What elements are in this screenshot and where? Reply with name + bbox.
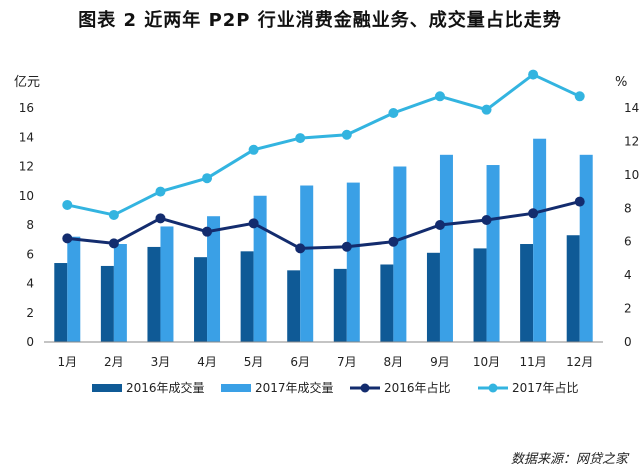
point-2017年占比-5月 — [248, 144, 259, 155]
legend-label: 2016年成交量 — [126, 380, 205, 395]
left-tick-label: 4 — [26, 277, 34, 291]
point-2016年占比-1月 — [62, 233, 73, 244]
left-axis-unit: 亿元 — [14, 75, 40, 90]
legend-label: 2017年成交量 — [255, 380, 334, 395]
point-2017年占比-11月 — [528, 69, 539, 80]
x-tick-label: 3月 — [151, 355, 171, 369]
bar-2017年成交量-10月 — [486, 165, 500, 342]
point-2016年占比-6月 — [295, 243, 306, 254]
legend-swatch-2016年成交量 — [92, 384, 122, 392]
bar-2017年成交量-7月 — [346, 182, 360, 342]
point-2016年占比-5月 — [248, 218, 259, 229]
point-2016年占比-2月 — [108, 238, 119, 249]
x-tick-label: 6月 — [290, 355, 310, 369]
x-tick-label: 9月 — [430, 355, 450, 369]
bar-2017年成交量-11月 — [533, 138, 547, 342]
point-2017年占比-6月 — [295, 133, 306, 144]
bar-2016年成交量-10月 — [473, 248, 487, 342]
bar-2016年成交量-4月 — [194, 257, 208, 342]
right-tick-label: 10 — [624, 168, 639, 182]
point-2016年占比-11月 — [528, 208, 539, 219]
right-tick-label: 6 — [624, 235, 632, 249]
bar-2017年成交量-5月 — [253, 195, 267, 342]
point-2016年占比-4月 — [202, 226, 213, 237]
point-2017年占比-4月 — [202, 173, 213, 184]
bar-2017年成交量-3月 — [160, 226, 174, 342]
bar-2017年成交量-2月 — [113, 244, 127, 342]
left-tick-label: 14 — [19, 130, 34, 144]
left-tick-label: 8 — [26, 218, 34, 232]
bar-2016年成交量-6月 — [287, 270, 301, 342]
legend-swatch-2017年成交量 — [221, 384, 251, 392]
bar-2016年成交量-2月 — [100, 265, 114, 342]
x-tick-label: 1月 — [57, 355, 77, 369]
point-2017年占比-1月 — [62, 199, 73, 210]
right-tick-label: 14 — [624, 101, 639, 115]
line-2016年占比 — [67, 200, 581, 250]
bar-2016年成交量-1月 — [54, 263, 68, 342]
point-2017年占比-8月 — [388, 108, 399, 119]
right-tick-label: 4 — [624, 268, 632, 282]
line-2017年占比 — [66, 72, 581, 217]
bar-2016年成交量-11月 — [520, 244, 534, 342]
left-tick-label: 2 — [26, 306, 34, 320]
point-2016年占比-10月 — [481, 214, 492, 225]
bar-2017年成交量-8月 — [393, 166, 407, 342]
bar-2017年成交量-4月 — [207, 216, 221, 342]
x-tick-label: 8月 — [384, 355, 404, 369]
point-2017年占比-2月 — [108, 209, 119, 220]
right-tick-label: 2 — [624, 302, 632, 316]
point-2016年占比-3月 — [155, 213, 166, 224]
right-tick-label: 0 — [624, 335, 632, 349]
left-tick-label: 6 — [26, 247, 34, 261]
chart-title: 图表 2 近两年 P2P 行业消费金融业务、成交量占比走势 — [78, 10, 562, 31]
bar-2016年成交量-5月 — [240, 251, 254, 342]
point-2016年占比-8月 — [388, 236, 399, 247]
bar-2017年成交量-9月 — [439, 154, 453, 342]
x-tick-label: 7月 — [337, 355, 357, 369]
legend-marker-2016年占比 — [360, 383, 370, 393]
right-axis-unit: % — [615, 75, 627, 90]
left-tick-label: 0 — [26, 335, 34, 349]
legend: 2016年成交量 2017年成交量 2016年占比 2017年占比 — [92, 380, 579, 395]
bar-2017年成交量-6月 — [300, 185, 314, 342]
x-tick-label: 2月 — [104, 355, 124, 369]
point-2016年占比-7月 — [341, 241, 352, 252]
bar-2016年成交量-3月 — [147, 246, 161, 342]
bar-2016年成交量-12月 — [566, 235, 580, 342]
left-tick-label: 10 — [19, 189, 34, 203]
point-2017年占比-10月 — [481, 104, 492, 115]
point-2017年占比-3月 — [155, 186, 166, 197]
x-tick-label: 5月 — [244, 355, 264, 369]
bar-2016年成交量-9月 — [426, 252, 440, 342]
left-tick-label: 16 — [19, 101, 34, 115]
bar-2017年成交量-12月 — [579, 154, 593, 342]
x-tick-label: 11月 — [519, 355, 546, 369]
point-2017年占比-7月 — [341, 129, 352, 140]
bar-2017年成交量-1月 — [67, 236, 81, 342]
point-2017年占比-12月 — [574, 91, 585, 102]
right-tick-label: 8 — [624, 201, 632, 215]
legend-label: 2017年占比 — [512, 380, 579, 395]
right-tick-label: 12 — [624, 134, 639, 148]
point-2017年占比-9月 — [434, 91, 445, 102]
point-2016年占比-9月 — [434, 220, 445, 230]
bar-2016年成交量-8月 — [380, 264, 394, 342]
point-2016年占比-12月 — [574, 196, 585, 207]
left-tick-label: 12 — [19, 160, 34, 174]
legend-label: 2016年占比 — [384, 380, 451, 395]
legend-marker-2017年占比 — [488, 383, 498, 393]
x-tick-label: 10月 — [473, 355, 500, 369]
bar-2016年成交量-7月 — [333, 268, 347, 342]
x-tick-label: 4月 — [197, 355, 217, 369]
source-note: 数据来源：网贷之家 — [510, 452, 628, 467]
x-tick-label: 12月 — [566, 355, 593, 369]
